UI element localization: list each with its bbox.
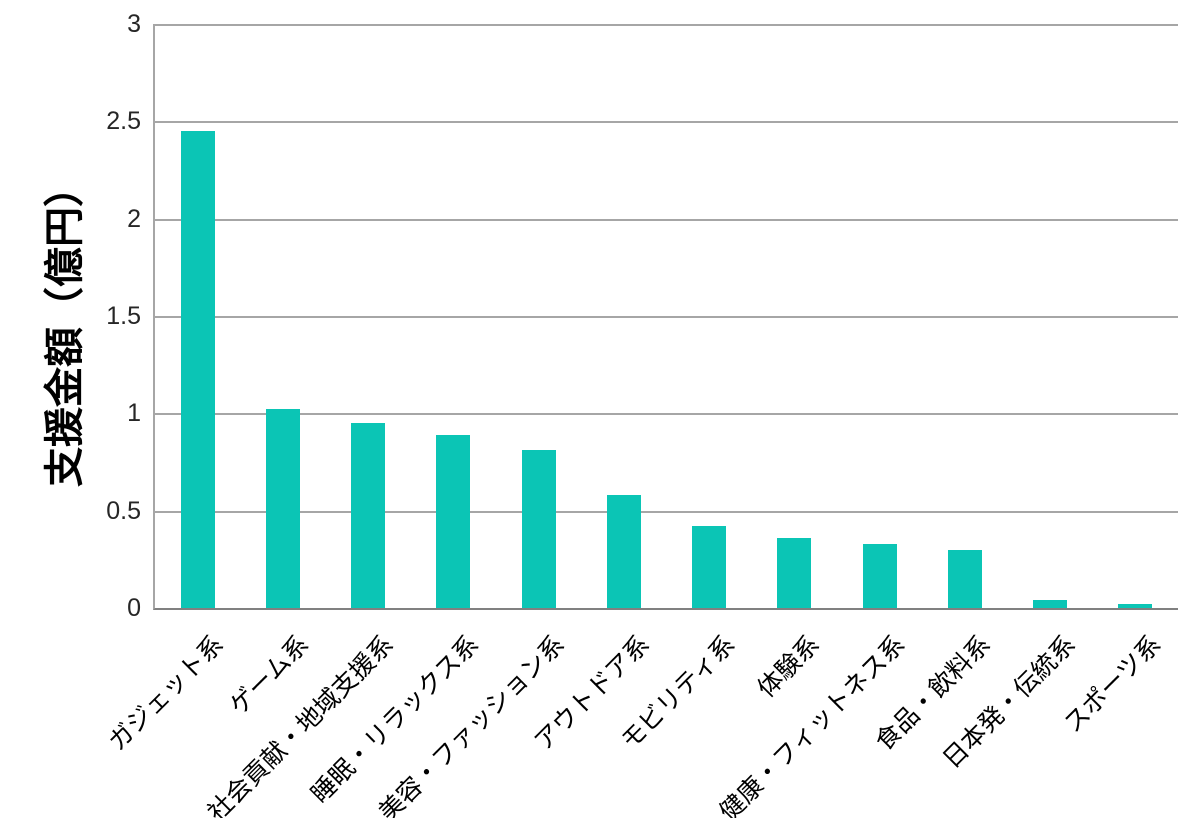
y-tick-label: 1 xyxy=(127,399,141,428)
plot-area xyxy=(153,24,1178,610)
gridline xyxy=(155,218,1178,221)
bar-3 xyxy=(351,423,386,608)
x-tick-label: ガジェット系 xyxy=(102,630,229,757)
bar-10 xyxy=(947,549,982,608)
bar-9 xyxy=(862,543,897,608)
bar-8 xyxy=(777,537,812,608)
bar-12 xyxy=(1118,604,1153,608)
gridline xyxy=(155,510,1178,513)
y-tick-label: 2.5 xyxy=(106,107,141,136)
x-tick-label: 体験系 xyxy=(752,630,826,704)
gridline xyxy=(155,121,1178,124)
bar-7 xyxy=(692,526,727,608)
y-tick-label: 3 xyxy=(127,10,141,38)
gridline xyxy=(155,413,1178,416)
bar-6 xyxy=(606,495,641,608)
x-tick-label: ゲーム系 xyxy=(223,630,314,721)
gridline xyxy=(155,24,1178,26)
bar-1 xyxy=(180,131,215,608)
x-tick-label: 睡眠・リラックス系 xyxy=(306,630,485,809)
bar-11 xyxy=(1033,600,1068,608)
bar-2 xyxy=(265,409,300,608)
y-tick-label: 0.5 xyxy=(106,496,141,525)
y-tick-label: 2 xyxy=(127,204,141,233)
gridline xyxy=(155,316,1178,318)
y-tick-label: 1.5 xyxy=(106,302,141,330)
y-tick-label: 0 xyxy=(127,594,141,622)
bar-4 xyxy=(436,434,471,608)
bar-5 xyxy=(521,450,556,608)
